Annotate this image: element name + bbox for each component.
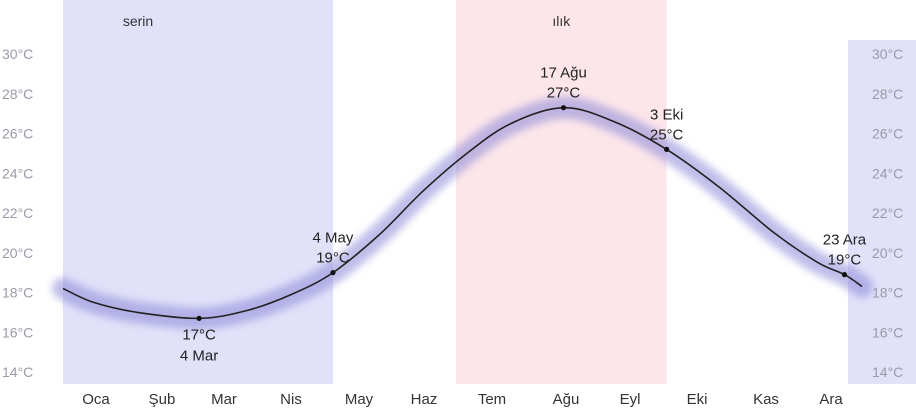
month-label: Kas [753, 391, 779, 408]
month-label: Eyl [620, 391, 641, 408]
annotation-dot-0 [196, 315, 202, 321]
y-tick-right: 14°C [872, 364, 903, 380]
month-label: Tem [478, 391, 506, 408]
y-tick-right: 24°C [872, 165, 903, 181]
y-tick-left: 16°C [2, 324, 33, 340]
month-label: Nis [280, 391, 302, 408]
annotation-date-0: 4 Mar [180, 347, 218, 364]
annotation-temp-3: 25°C [650, 126, 684, 143]
y-tick-left: 18°C [2, 285, 33, 301]
annotation-dot-4 [841, 272, 848, 278]
month-label: Ara [819, 391, 843, 408]
y-tick-left: 20°C [2, 245, 33, 261]
annotation-temp-0: 17°C [182, 326, 216, 343]
season-label-0: serin [123, 13, 153, 29]
season-label-1: ılık [552, 13, 571, 29]
y-tick-left: 26°C [2, 126, 33, 142]
annotation-temp-2: 27°C [547, 85, 581, 102]
y-tick-right: 18°C [872, 285, 903, 301]
y-tick-right: 20°C [872, 245, 903, 261]
y-tick-left: 14°C [2, 364, 33, 380]
month-label: Ağu [553, 391, 580, 408]
month-label: Haz [411, 391, 438, 408]
month-label: Eki [687, 391, 708, 408]
annotation-dot-3 [664, 146, 670, 152]
annotation-date-2: 17 Ağu [540, 65, 587, 82]
annotation-date-3: 3 Eki [650, 106, 683, 123]
y-tick-right: 26°C [872, 126, 903, 142]
season-bands: serin ılık [63, 0, 916, 384]
annotations: 17°C 4 Mar 4 May 19°C 17 Ağu 27°C 3 Eki 25°C 23 … [180, 65, 867, 365]
annotation-dot-2 [560, 105, 567, 111]
annotation-dot-1 [330, 270, 336, 276]
y-tick-left: 22°C [2, 205, 33, 221]
y-tick-left: 24°C [2, 165, 33, 181]
y-tick-right: 30°C [872, 46, 903, 62]
y-tick-left: 30°C [2, 46, 33, 62]
annotation-temp-1: 19°C [316, 250, 350, 267]
month-label: Şub [149, 391, 176, 408]
x-axis-months: Oca Şub Mar Nis May Haz Tem Ağu Eyl Eki Kas Ara [82, 391, 843, 408]
annotation-temp-4: 19°C [828, 252, 862, 269]
y-tick-left: 28°C [2, 86, 33, 102]
annotation-date-4: 23 Ara [823, 232, 867, 249]
season-band-continuation [848, 40, 916, 384]
month-label: Mar [211, 391, 237, 408]
month-label: Oca [82, 391, 110, 408]
season-band-1 [455, 0, 667, 384]
y-tick-right: 28°C [872, 86, 903, 102]
y-axis-ticks: 14°C 14°C 16°C 16°C 18°C 18°C 20°C 20°C 22°C 22°C… [2, 46, 903, 380]
y-tick-right: 16°C [872, 324, 903, 340]
annotation-date-1: 4 May [313, 230, 354, 247]
y-tick-right: 22°C [872, 205, 903, 221]
month-label: May [345, 391, 374, 408]
